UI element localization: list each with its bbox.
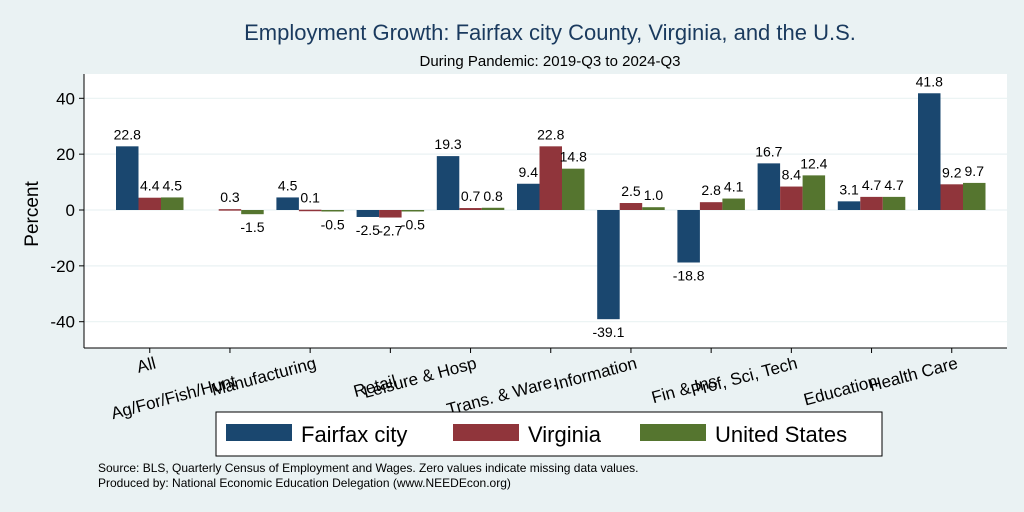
data-label: -39.1 xyxy=(592,324,624,340)
bar xyxy=(436,156,460,210)
y-tick-label: 0 xyxy=(66,201,75,220)
y-axis-label: Percent xyxy=(22,181,43,247)
y-tick-label: -40 xyxy=(50,313,75,332)
bar xyxy=(722,198,745,210)
x-category-label: Prof, Sci, Tech xyxy=(689,354,799,401)
bar xyxy=(459,208,482,210)
bar xyxy=(116,146,139,210)
bar xyxy=(379,210,402,218)
chart-subtitle: During Pandemic: 2019-Q3 to 2024-Q3 xyxy=(420,53,681,70)
data-label: -0.5 xyxy=(401,216,425,232)
data-label: 4.7 xyxy=(862,177,882,193)
bar xyxy=(241,210,264,215)
bar xyxy=(562,168,585,210)
y-tick-label: -20 xyxy=(50,257,75,276)
data-label: 8.4 xyxy=(782,167,802,183)
legend-swatch xyxy=(226,424,292,441)
bar xyxy=(802,175,826,210)
x-category-label: All xyxy=(135,354,158,377)
data-label: 12.4 xyxy=(800,155,827,171)
bar xyxy=(161,197,184,210)
data-label: 4.4 xyxy=(140,178,160,194)
data-label: 4.7 xyxy=(884,177,904,193)
bar xyxy=(780,186,803,210)
y-tick-label: 40 xyxy=(56,89,75,108)
data-label: -0.5 xyxy=(321,216,345,232)
bars xyxy=(116,93,986,320)
bar xyxy=(677,210,700,263)
data-label: 14.8 xyxy=(560,149,587,165)
bar xyxy=(963,182,986,210)
bar xyxy=(276,197,299,210)
bar xyxy=(757,163,781,210)
data-label: 4.1 xyxy=(724,179,744,195)
data-label: -18.8 xyxy=(673,267,705,283)
data-label: 41.8 xyxy=(916,73,943,89)
bar xyxy=(539,146,562,210)
legend-swatch xyxy=(640,424,706,441)
x-category-label: Manufacturing xyxy=(209,354,318,400)
bar xyxy=(699,202,723,210)
bar xyxy=(642,207,665,210)
data-label: 4.5 xyxy=(278,177,298,193)
data-label: 0.7 xyxy=(461,188,481,204)
legend-swatch xyxy=(453,424,519,441)
data-labels: 22.84.4 4.50.3-1.54.50.1-0.5 -2.5-2.7-0.51… xyxy=(114,73,985,340)
data-label: 9.7 xyxy=(965,163,985,179)
legend-label: Virginia xyxy=(528,422,602,447)
data-label: -1.5 xyxy=(240,219,264,235)
source-note: Source: BLS, Quarterly Census of Employm… xyxy=(98,461,638,475)
bar xyxy=(619,203,643,210)
bar xyxy=(321,210,344,212)
data-label: 9.4 xyxy=(519,164,539,180)
bar xyxy=(218,209,242,211)
data-label: 9.2 xyxy=(942,164,962,180)
bar xyxy=(918,93,941,210)
bar xyxy=(138,197,161,210)
data-label: -2.5 xyxy=(356,222,380,238)
plot-area xyxy=(84,74,1007,348)
legend-label: Fairfax city xyxy=(301,422,407,447)
y-axis: -40 -20 0 20 40 xyxy=(50,74,85,348)
data-label: 16.7 xyxy=(755,143,782,159)
data-label: 22.8 xyxy=(537,126,564,142)
x-category-label: Information xyxy=(552,354,639,394)
data-label: 0.1 xyxy=(300,190,320,206)
bar xyxy=(837,201,861,210)
legend: Fairfax city Virginia United States xyxy=(215,411,883,457)
bar xyxy=(517,183,540,210)
data-label: 1.0 xyxy=(644,187,664,203)
data-label: 0.3 xyxy=(220,189,240,205)
x-category-label: Health Care xyxy=(867,354,960,396)
produced-by-note: Produced by: National Economic Education… xyxy=(98,476,511,490)
data-label: 3.1 xyxy=(839,181,859,197)
bar xyxy=(401,210,425,212)
data-label: 4.5 xyxy=(163,177,183,193)
legend-box xyxy=(215,411,883,457)
bar xyxy=(860,196,883,210)
data-label: 2.5 xyxy=(621,183,641,199)
data-label: -2.7 xyxy=(378,223,402,239)
bar xyxy=(882,196,906,210)
data-label: 2.8 xyxy=(701,182,721,198)
y-tick-label: 20 xyxy=(56,145,75,164)
data-label: 19.3 xyxy=(434,136,461,152)
data-label: 22.8 xyxy=(114,126,141,142)
bar xyxy=(356,210,380,217)
chart-title: Employment Growth: Fairfax city County, … xyxy=(244,20,856,45)
bar xyxy=(940,184,963,210)
data-label: 0.8 xyxy=(483,188,503,204)
legend-label: United States xyxy=(715,422,847,447)
bar xyxy=(298,209,322,212)
bar xyxy=(481,207,505,210)
bar xyxy=(597,210,620,320)
